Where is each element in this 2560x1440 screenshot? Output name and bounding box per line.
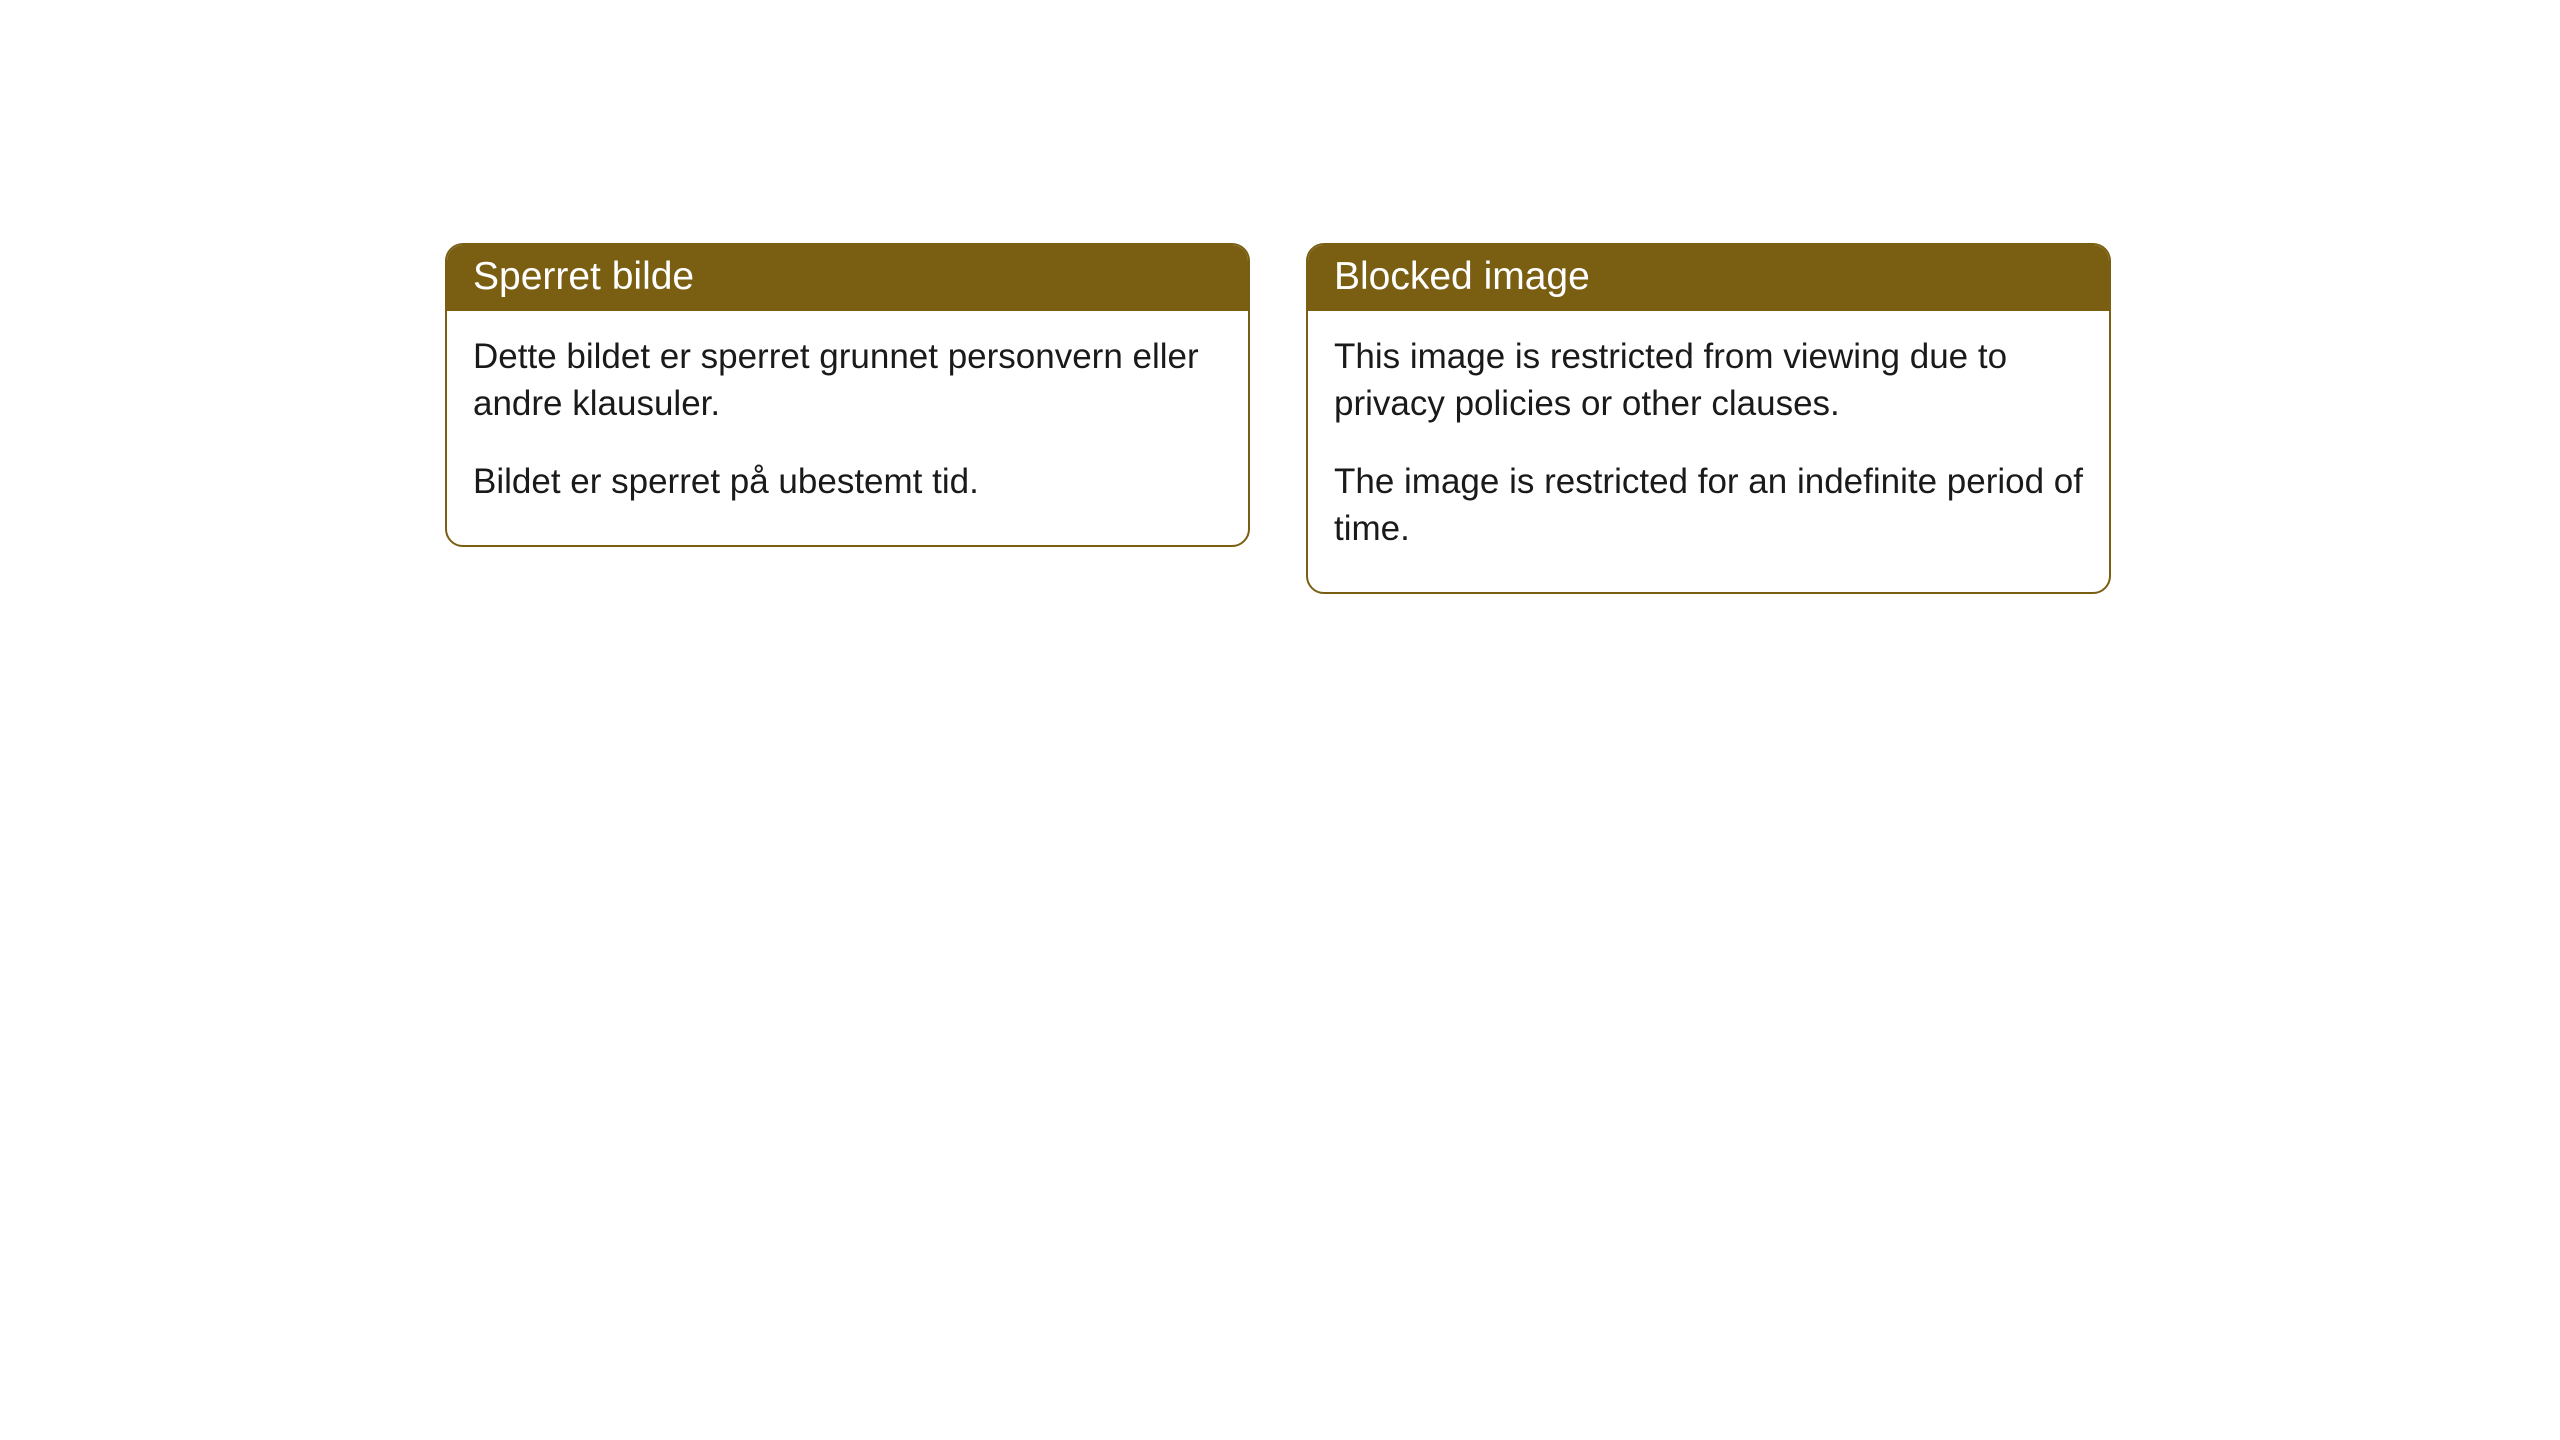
blocked-image-card-no: Sperret bilde Dette bildet er sperret gr… xyxy=(445,243,1250,547)
card-header: Sperret bilde xyxy=(447,245,1248,311)
blocked-image-card-en: Blocked image This image is restricted f… xyxy=(1306,243,2111,594)
card-title: Blocked image xyxy=(1334,255,1590,298)
card-header: Blocked image xyxy=(1308,245,2109,311)
card-title: Sperret bilde xyxy=(473,255,694,298)
card-body: Dette bildet er sperret grunnet personve… xyxy=(447,311,1248,545)
card-paragraph: Bildet er sperret på ubestemt tid. xyxy=(473,458,1222,505)
card-paragraph: This image is restricted from viewing du… xyxy=(1334,333,2083,428)
card-body: This image is restricted from viewing du… xyxy=(1308,311,2109,592)
card-paragraph: Dette bildet er sperret grunnet personve… xyxy=(473,333,1222,428)
card-paragraph: The image is restricted for an indefinit… xyxy=(1334,458,2083,553)
